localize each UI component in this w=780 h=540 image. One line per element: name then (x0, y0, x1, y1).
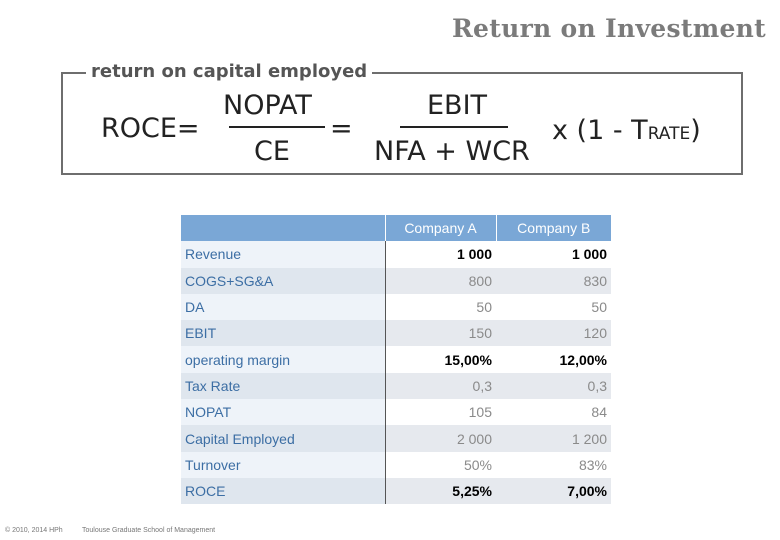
row-label: COGS+SG&A (181, 267, 386, 294)
formula-legend: return on capital employed (86, 61, 373, 82)
footer-school: Toulouse Graduate School of Management (82, 527, 216, 534)
company-a-value: 50% (385, 451, 496, 478)
slide-title: Return on Investment (451, 14, 766, 43)
footer-copyright: © 2010, 2014 HPh (5, 527, 63, 534)
formula-tail-close: ) (690, 115, 701, 146)
row-label: DA (181, 293, 386, 321)
company-a-value: 105 (385, 399, 496, 426)
table-row: Turnover 50% 83% (181, 451, 611, 478)
formula-lhs: ROCE= (101, 113, 200, 144)
company-b-value: 1 200 (496, 425, 611, 452)
table-row: operating margin 15,00% 12,00% (181, 346, 611, 373)
formula-ce: CE (254, 136, 290, 167)
header-blank (181, 215, 385, 242)
company-a-value: 0,3 (385, 372, 496, 400)
table-row: COGS+SG&A 800 830 (181, 267, 611, 294)
company-a-value: 800 (385, 267, 496, 294)
formula-nfa-wcr: NFA + WCR (374, 136, 530, 167)
table-row: NOPAT 105 84 (181, 399, 611, 426)
company-b-value: 120 (496, 320, 611, 347)
company-a-value: 15,00% (385, 346, 496, 373)
company-b-value: 1 000 (496, 241, 611, 268)
formula-ebit: EBIT (427, 90, 488, 121)
row-label: operating margin (181, 346, 386, 373)
company-a-value: 1 000 (385, 241, 496, 268)
formula-tail-sub: RATE (647, 124, 691, 144)
company-b-value: 84 (496, 399, 611, 426)
table-row: Capital Employed 2 000 1 200 (181, 425, 611, 452)
header-company-a: Company A (384, 215, 496, 242)
company-b-value: 50 (496, 293, 611, 321)
company-b-value: 12,00% (496, 346, 611, 373)
company-a-value: 2 000 (385, 425, 496, 452)
formula-tail: x (1 - T (552, 115, 648, 146)
table-header-row: Company A Company B (181, 215, 611, 242)
table-row: Revenue 1 000 1 000 (181, 241, 611, 268)
fraction-bar-1 (229, 126, 325, 128)
table-row: ROCE 5,25% 7,00% (181, 477, 611, 505)
company-a-value: 150 (385, 320, 496, 347)
company-a-value: 50 (385, 293, 496, 321)
company-a-value: 5,25% (385, 477, 496, 505)
row-label: Tax Rate (181, 372, 386, 400)
table-row: Tax Rate 0,3 0,3 (181, 372, 611, 400)
formula-nopat: NOPAT (223, 90, 312, 121)
company-b-value: 0,3 (496, 372, 611, 400)
row-label: NOPAT (181, 399, 386, 426)
row-label: Capital Employed (181, 425, 386, 452)
company-b-value: 830 (496, 267, 611, 294)
formula-tax-factor: x (1 - TRATE) (552, 117, 701, 144)
table-row: EBIT 150 120 (181, 320, 611, 347)
formula-equals: = (330, 113, 353, 144)
row-label: Revenue (181, 241, 386, 268)
company-b-value: 83% (496, 451, 611, 478)
row-label: Turnover (181, 451, 386, 478)
company-b-value: 7,00% (496, 477, 611, 505)
fraction-bar-2 (400, 126, 508, 128)
roce-table: Company A Company B Revenue 1 000 1 000 … (181, 215, 611, 505)
table-row: DA 50 50 (181, 293, 611, 321)
row-label: EBIT (181, 320, 386, 347)
header-company-b: Company B (495, 215, 611, 242)
row-label: ROCE (181, 477, 386, 505)
formula-box (61, 72, 743, 175)
